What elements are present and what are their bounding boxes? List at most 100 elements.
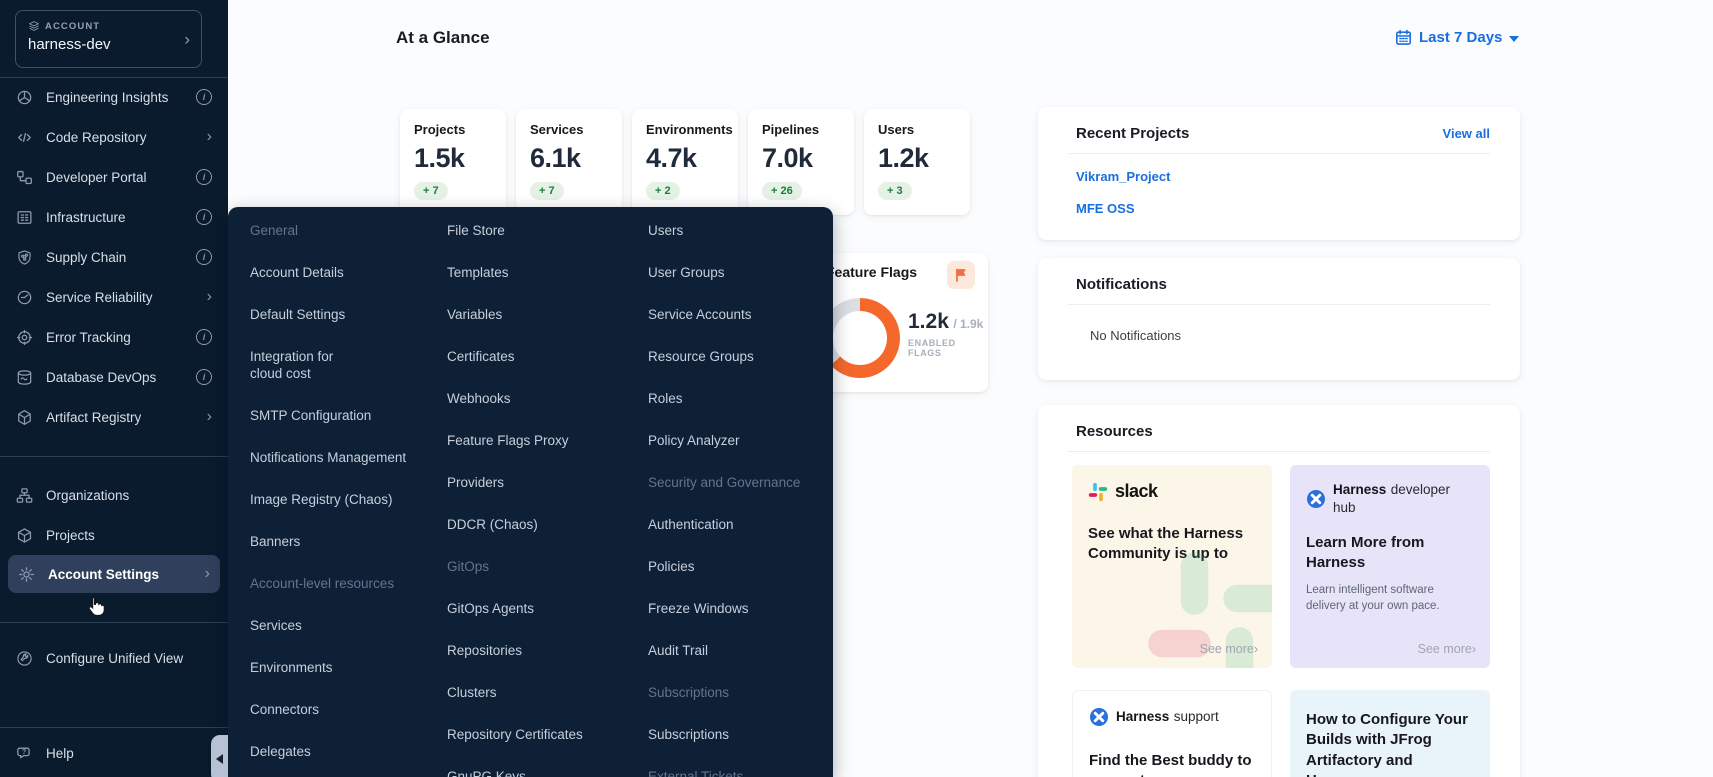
view-all-link[interactable]: View all [1442, 126, 1490, 141]
sidebar-item-account-settings[interactable]: Account Settings i › [8, 555, 220, 593]
menu-item-image-registry-chaos[interactable]: Image Registry (Chaos) [250, 492, 393, 507]
sidebar: ACCOUNT harness-dev › Engineering Insigh… [0, 0, 228, 777]
menu-item-service-accounts[interactable]: Service Accounts [648, 307, 752, 322]
menu-item-gitops-agents[interactable]: GitOps Agents [447, 601, 535, 616]
menu-item-subscriptions[interactable]: Subscriptions [648, 727, 730, 742]
module-icon [16, 88, 34, 106]
menu-item-connectors[interactable]: Connectors [250, 702, 320, 717]
total-flags-count: / 1.9k [953, 317, 984, 331]
menu-item-environments[interactable]: Environments [250, 660, 333, 675]
sidebar-collapse-handle[interactable] [211, 735, 228, 777]
recent-project-vikram-project[interactable]: Vikram_Project [1076, 169, 1171, 184]
menu-item-gnupg-keys[interactable]: GnuPG Keys [447, 769, 526, 777]
sidebar-item-service-reliability[interactable]: Service Reliability i › [0, 277, 228, 317]
menu-item-audit-trail[interactable]: Audit Trail [648, 643, 709, 658]
menu-item-account-level-resources: Account-level resources [250, 576, 395, 591]
menu-item-clusters[interactable]: Clusters [447, 685, 497, 700]
menu-item-notifications-management[interactable]: Notifications Management [250, 450, 407, 465]
enabled-flags-count: 1.2k [908, 310, 949, 333]
menu-item-integration-for-cloud-cost[interactable]: Integration for cloud cost [250, 349, 334, 381]
menu-item-user-groups[interactable]: User Groups [648, 265, 725, 280]
slack-watermark-icon [1142, 546, 1272, 668]
resource-card-slack[interactable]: slack See what the Harness Community is … [1072, 465, 1272, 668]
menu-item-certificates[interactable]: Certificates [447, 349, 515, 364]
sidebar-item-configure-unified-view[interactable]: Configure Unified View i › [0, 638, 228, 678]
menu-item-templates[interactable]: Templates [447, 265, 509, 280]
notifications-panel: Notifications No Notifications [1038, 258, 1520, 380]
stat-value: 1.5k [414, 143, 465, 173]
sidebar-item-engineering-insights[interactable]: Engineering Insights i › [0, 77, 228, 117]
stats-row: Projects 1.5k + 7 Services 6.1k + 7 Envi… [400, 109, 970, 215]
sidebar-item-supply-chain[interactable]: Supply Chain i › [0, 237, 228, 277]
notifications-title: Notifications [1076, 276, 1167, 293]
devhub-brand: Harness developer hub [1306, 481, 1474, 517]
module-icon [16, 168, 34, 186]
menu-item-default-settings[interactable]: Default Settings [250, 307, 346, 322]
resource-card-jfrog[interactable]: How to Configure Your Builds with JFrog … [1290, 690, 1490, 777]
module-icon [16, 408, 34, 426]
divider [1068, 153, 1490, 154]
sidebar-item-help[interactable]: ? Help [0, 733, 228, 773]
help-label: Help [46, 745, 74, 761]
svg-text:?: ? [22, 749, 26, 756]
sidebar-item-database-devops[interactable]: Database DevOps i › [0, 357, 228, 397]
menu-item-external-tickets: External Tickets [648, 769, 744, 777]
menu-item-account-details[interactable]: Account Details [250, 265, 344, 280]
support-brand: Harness support [1089, 707, 1255, 727]
menu-item-webhooks[interactable]: Webhooks [447, 391, 511, 406]
menu-item-security-and-governance: Security and Governance [648, 475, 801, 490]
sidebar-nav-account: Organizations i › Projects i › Account S… [0, 475, 228, 593]
sidebar-item-infrastructure[interactable]: Infrastructure i › [0, 197, 228, 237]
info-icon: i [196, 89, 212, 105]
resource-card-support[interactable]: Harness support Find the Best buddy to s… [1072, 690, 1272, 777]
menu-item-roles[interactable]: Roles [648, 391, 683, 406]
sidebar-item-artifact-registry[interactable]: Artifact Registry i › [0, 397, 228, 437]
menu-item-file-store[interactable]: File Store [447, 223, 505, 238]
notifications-empty-text: No Notifications [1090, 328, 1182, 343]
menu-item-banners[interactable]: Banners [250, 534, 301, 549]
resource-card-developer-hub[interactable]: Harness developer hub Learn More from Ha… [1290, 465, 1490, 668]
menu-item-freeze-windows[interactable]: Freeze Windows [648, 601, 749, 616]
menu-item-delegates[interactable]: Delegates [250, 744, 311, 759]
recent-project-mfe-oss[interactable]: MFE OSS [1076, 201, 1135, 216]
sidebar-nav-help: ? Help [0, 733, 228, 773]
devhub-see-more-link[interactable]: See more› [1417, 642, 1476, 656]
nav-icon [18, 565, 36, 583]
divider [0, 77, 228, 78]
caret-down-icon [1509, 35, 1520, 42]
sidebar-item-projects[interactable]: Projects i › [0, 515, 228, 555]
menu-item-repository-certificates[interactable]: Repository Certificates [447, 727, 583, 742]
menu-item-services[interactable]: Services [250, 618, 302, 633]
sidebar-item-error-tracking[interactable]: Error Tracking i › [0, 317, 228, 357]
devhub-card-body: Learn intelligent software delivery at y… [1306, 583, 1440, 612]
enabled-flags-donut [820, 298, 900, 378]
slack-wordmark: slack [1115, 481, 1158, 501]
menu-item-variables[interactable]: Variables [447, 307, 503, 322]
slack-see-more-link[interactable]: See more› [1199, 642, 1258, 656]
menu-item-repositories[interactable]: Repositories [447, 643, 523, 658]
sidebar-item-code-repository[interactable]: Code Repository i › [0, 117, 228, 157]
chevron-right-icon: › [206, 288, 212, 305]
menu-item-users[interactable]: Users [648, 223, 684, 238]
menu-item-providers[interactable]: Providers [447, 475, 505, 490]
stat-value: 1.2k [878, 143, 929, 173]
stat-value: 4.7k [646, 143, 697, 173]
menu-item-feature-flags-proxy[interactable]: Feature Flags Proxy [447, 433, 569, 448]
menu-item-resource-groups[interactable]: Resource Groups [648, 349, 754, 364]
account-label-row: ACCOUNT [28, 20, 189, 32]
module-icon [16, 248, 34, 266]
menu-item-smtp-configuration[interactable]: SMTP Configuration [250, 408, 372, 423]
menu-item-policy-analyzer[interactable]: Policy Analyzer [648, 433, 740, 448]
menu-item-authentication[interactable]: Authentication [648, 517, 734, 532]
account-selector[interactable]: ACCOUNT harness-dev › [15, 10, 202, 68]
sidebar-item-organizations[interactable]: Organizations i › [0, 475, 228, 515]
sidebar-item-developer-portal[interactable]: Developer Portal i › [0, 157, 228, 197]
stat-card-pipelines: Pipelines 7.0k + 26 [748, 109, 854, 215]
menu-item-gitops: GitOps [447, 559, 490, 574]
module-icon [16, 208, 34, 226]
feature-flags-title: Feature Flags [826, 264, 918, 280]
account-settings-menu: General Account Details Default Settings In… [228, 207, 833, 777]
menu-item-policies[interactable]: Policies [648, 559, 695, 574]
date-range-selector[interactable]: Last 7 Days [1395, 29, 1520, 46]
menu-item-ddcr-chaos[interactable]: DDCR (Chaos) [447, 517, 538, 532]
